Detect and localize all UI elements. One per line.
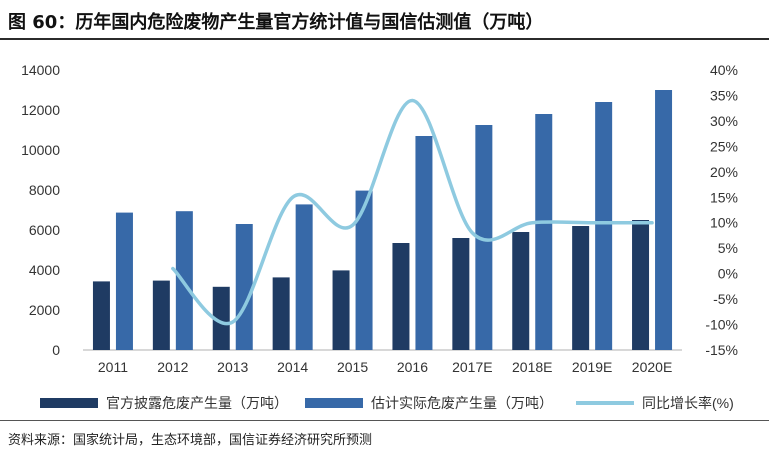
bar-estimate bbox=[235, 224, 253, 350]
bar-official bbox=[452, 238, 470, 350]
bar-official bbox=[212, 286, 230, 350]
y-right-tick-label: 10% bbox=[710, 215, 738, 231]
x-tick-label: 2014 bbox=[277, 359, 308, 375]
x-tick-label: 2016 bbox=[397, 359, 428, 375]
x-tick-label: 2020E bbox=[632, 359, 672, 375]
y-left-tick-label: 8000 bbox=[29, 182, 60, 198]
legend-growth-label: 同比增长率(%) bbox=[642, 395, 734, 411]
y-right-tick-label: -5% bbox=[713, 291, 738, 307]
legend-estimate-swatch bbox=[305, 398, 363, 408]
x-tick-label: 2017E bbox=[452, 359, 492, 375]
y-left-tick-label: 4000 bbox=[29, 262, 60, 278]
y-right-tick-label: 15% bbox=[710, 189, 738, 205]
x-tick-label: 2015 bbox=[337, 359, 368, 375]
x-tick-label: 2018E bbox=[512, 359, 552, 375]
legend-official-swatch bbox=[40, 398, 98, 408]
y-left-tick-label: 10000 bbox=[21, 142, 60, 158]
y-left-tick-label: 14000 bbox=[21, 62, 60, 78]
y-right-tick-label: -15% bbox=[705, 342, 738, 358]
x-tick-label: 2013 bbox=[217, 359, 248, 375]
bar-official bbox=[152, 280, 170, 350]
bar-official bbox=[632, 220, 650, 350]
y-right-tick-label: 0% bbox=[718, 266, 738, 282]
y-left-tick-label: 6000 bbox=[29, 222, 60, 238]
bar-estimate bbox=[475, 125, 493, 350]
y-right-tick-label: 25% bbox=[710, 138, 738, 154]
combo-chart: 0 2000 4000 6000 8000 10000 12000 14000 -15% -10%… bbox=[21, 62, 738, 411]
x-tick-label: 2019E bbox=[572, 359, 612, 375]
y-right-tick-label: 20% bbox=[710, 164, 738, 180]
y-right-tick-label: 30% bbox=[710, 113, 738, 129]
bar-estimate bbox=[295, 204, 313, 350]
legend-estimate-label: 估计实际危废产生量（万吨） bbox=[371, 395, 553, 411]
bar-official bbox=[572, 226, 590, 350]
bar-official bbox=[332, 270, 350, 350]
bar-official bbox=[512, 232, 530, 350]
y-right-tick-label: 35% bbox=[710, 87, 738, 103]
bar-official bbox=[392, 243, 410, 350]
source-note: 资料来源：国家统计局，生态环境部，国信证券经济研究所预测 bbox=[8, 433, 373, 448]
bar-official bbox=[272, 277, 290, 350]
y-right-tick-label: 40% bbox=[710, 62, 738, 78]
x-tick-label: 2012 bbox=[157, 359, 188, 375]
y-left-tick-label: 2000 bbox=[29, 302, 60, 318]
title-bar: 图 60：历年国内危险废物产生量官方统计值与国信估测值（万吨） bbox=[0, 0, 769, 40]
chart-container: 0 2000 4000 6000 8000 10000 12000 14000 -15% -10%… bbox=[0, 40, 769, 420]
bar-estimate bbox=[355, 190, 373, 350]
page-title: 图 60：历年国内危险废物产生量官方统计值与国信估测值（万吨） bbox=[8, 12, 544, 33]
source-bar: 资料来源：国家统计局，生态环境部，国信证券经济研究所预测 bbox=[0, 420, 769, 451]
bar-official bbox=[92, 281, 110, 350]
y-left-tick-label: 12000 bbox=[21, 102, 60, 118]
bar-estimate bbox=[115, 212, 133, 350]
bar-estimate bbox=[595, 102, 613, 350]
y-right-tick-label: 5% bbox=[718, 240, 738, 256]
x-tick-label: 2011 bbox=[98, 359, 128, 375]
growth-rate-line bbox=[171, 98, 654, 326]
y-right-tick-label: -10% bbox=[705, 317, 738, 333]
bar-estimate bbox=[535, 114, 553, 350]
bar-estimate bbox=[655, 90, 673, 350]
y-left-tick-label: 0 bbox=[52, 342, 60, 358]
bar-estimate bbox=[415, 136, 433, 350]
legend-official-label: 官方披露危废产生量（万吨） bbox=[106, 395, 288, 411]
